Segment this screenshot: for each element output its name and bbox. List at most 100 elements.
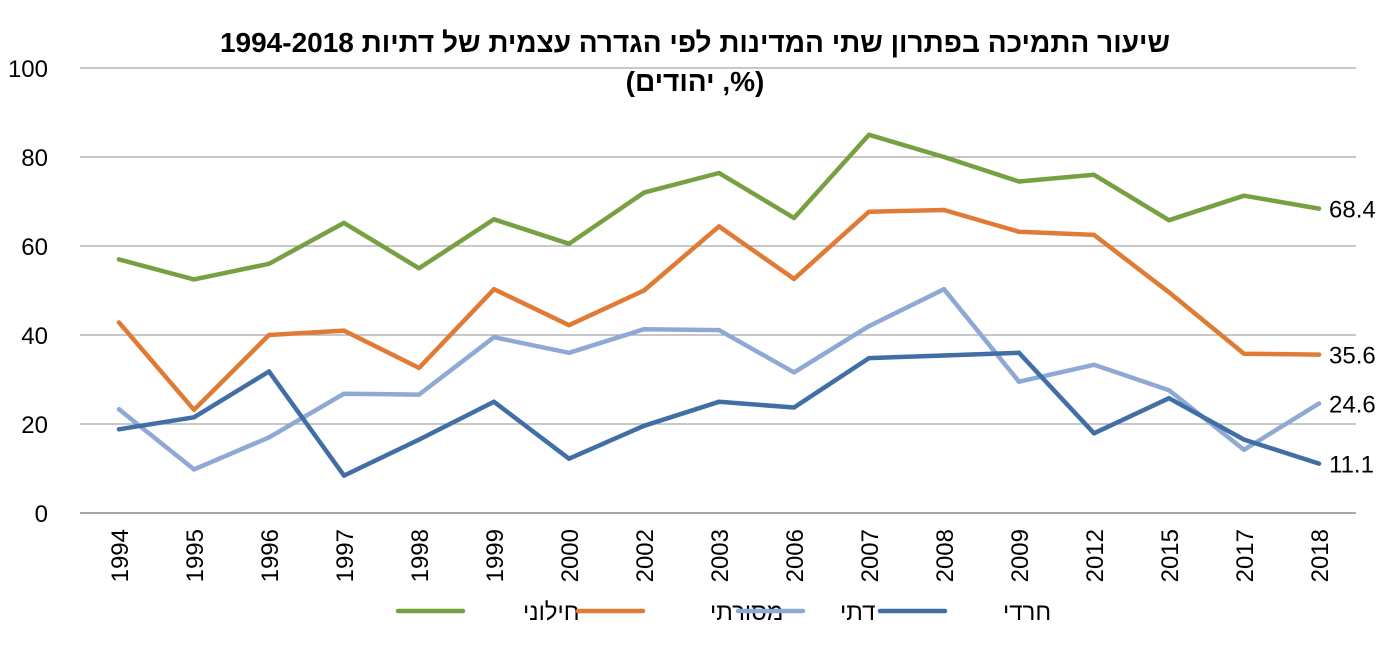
data-point — [341, 328, 347, 333]
legend-label: חרדי — [1003, 599, 1051, 626]
data-point — [341, 220, 347, 226]
data-point — [566, 350, 572, 355]
x-tick-label: 2012 — [1082, 529, 1109, 582]
data-point — [1091, 232, 1097, 238]
y-tick-label: 60 — [21, 234, 48, 261]
data-point — [1166, 217, 1172, 223]
data-point — [941, 154, 947, 160]
data-point — [191, 277, 197, 282]
x-tick-label: 2000 — [557, 529, 584, 582]
y-tick-label: 0 — [35, 501, 48, 528]
data-point — [941, 353, 947, 358]
data-point — [566, 456, 572, 461]
x-tick-label: 2002 — [632, 529, 659, 582]
data-point — [1166, 387, 1172, 393]
data-point — [1241, 193, 1247, 198]
data-point — [1316, 401, 1322, 406]
x-tick-label: 2006 — [782, 529, 809, 582]
data-point — [1241, 447, 1247, 453]
data-point — [116, 257, 122, 262]
data-point — [1316, 461, 1322, 466]
data-point — [641, 288, 647, 293]
x-axis: 1994 1995 1996 1997 1998 1999 2000 2002 2003 2006… — [107, 529, 1334, 582]
data-label: 35.6 — [1329, 343, 1376, 370]
x-tick-label: 2015 — [1157, 529, 1184, 582]
data-point — [1166, 395, 1172, 401]
data-point — [1166, 290, 1172, 295]
chart-title: שיעור התמיכה בפתרון שתי המדינות לפי הגדר… — [220, 27, 1170, 58]
data-point — [491, 286, 497, 292]
data-point — [791, 276, 797, 282]
data-point — [341, 473, 347, 478]
data-point — [641, 423, 647, 428]
data-point — [1091, 362, 1097, 368]
data-point — [1091, 431, 1097, 436]
y-tick-label: 40 — [21, 323, 48, 350]
x-tick-label: 1994 — [107, 529, 134, 582]
data-point — [191, 467, 197, 472]
data-point — [866, 209, 872, 214]
data-point — [1016, 179, 1022, 184]
data-label: 11.1 — [1329, 452, 1374, 479]
data-point — [416, 365, 422, 371]
data-point — [1241, 351, 1247, 356]
data-point — [716, 327, 722, 333]
data-point — [491, 335, 497, 340]
data-label: 68.4 — [1329, 197, 1376, 224]
data-point — [1316, 352, 1322, 357]
data-point — [116, 427, 122, 432]
data-point — [266, 369, 272, 374]
data-label: 24.6 — [1329, 392, 1376, 419]
data-point — [566, 241, 572, 246]
data-point — [416, 266, 422, 271]
y-tick-label: 80 — [21, 145, 48, 172]
data-point — [1316, 206, 1322, 211]
data-point — [716, 170, 722, 176]
x-tick-label: 1998 — [407, 529, 434, 582]
x-tick-label: 1999 — [482, 529, 509, 582]
data-point — [491, 217, 497, 222]
data-point — [266, 261, 272, 266]
legend-label: חילוני — [523, 599, 580, 626]
data-point — [1016, 350, 1022, 355]
data-point — [116, 407, 122, 412]
data-point — [866, 323, 872, 329]
data-labels: 68.4 35.6 24.6 11.1 — [1329, 197, 1376, 479]
y-axis: 0 20 40 60 80 100 — [8, 56, 48, 528]
legend: חילונימסורתידתיחרדי — [395, 599, 1051, 626]
series-lines — [116, 132, 1322, 478]
data-point — [941, 286, 947, 292]
data-point — [791, 215, 797, 221]
x-tick-label: 1996 — [257, 529, 284, 582]
data-point — [191, 415, 197, 420]
data-point — [866, 355, 872, 361]
data-point — [716, 224, 722, 229]
data-point — [1091, 172, 1097, 177]
legend-label: דתי — [840, 599, 875, 626]
x-tick-label: 2018 — [1307, 529, 1334, 582]
x-tick-label: 2009 — [1007, 529, 1034, 582]
data-point — [1016, 379, 1022, 384]
x-tick-label: 2003 — [707, 529, 734, 582]
data-point — [1016, 229, 1022, 234]
x-tick-label: 2007 — [857, 529, 884, 582]
data-point — [791, 370, 797, 375]
data-point — [416, 437, 422, 442]
data-point — [116, 320, 122, 325]
data-point — [341, 391, 347, 396]
data-point — [641, 327, 647, 332]
series-line — [116, 286, 1322, 472]
data-point — [866, 132, 872, 137]
data-point — [1241, 437, 1247, 442]
data-point — [491, 399, 497, 404]
y-tick-label: 20 — [21, 412, 48, 439]
y-tick-label: 100 — [8, 56, 48, 83]
data-point — [416, 392, 422, 397]
chart-subtitle: (%, יהודים) — [626, 66, 765, 97]
x-tick-label: 2008 — [932, 529, 959, 582]
x-tick-label: 1997 — [332, 529, 359, 582]
data-point — [266, 435, 272, 440]
data-point — [566, 323, 572, 328]
data-point — [641, 190, 647, 195]
